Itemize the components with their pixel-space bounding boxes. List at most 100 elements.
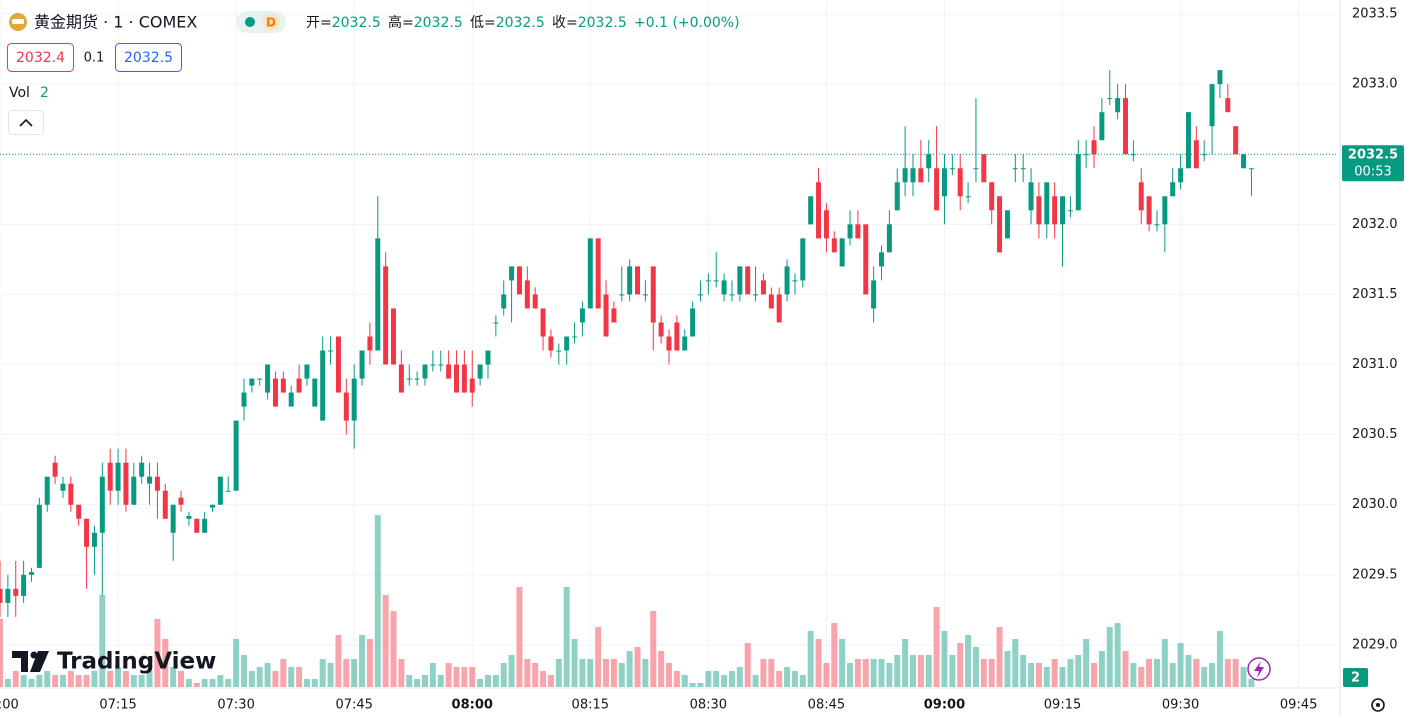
- volume-bar: [453, 667, 460, 687]
- candle-body: [1115, 98, 1121, 113]
- candle-body: [989, 182, 995, 211]
- collapse-chevron: [19, 118, 33, 127]
- volume-bar: [1161, 639, 1168, 687]
- candle-body: [1020, 168, 1026, 170]
- candle-body: [548, 336, 554, 351]
- ohlc-label: 收=: [552, 15, 578, 31]
- candle-body: [1122, 98, 1128, 155]
- candle-body: [351, 378, 357, 421]
- candle-body: [343, 392, 349, 421]
- volume-bar: [862, 659, 869, 687]
- volume-bar: [532, 663, 539, 687]
- candle-body: [1193, 140, 1199, 169]
- candle-body: [1178, 168, 1184, 183]
- volume-bar: [484, 675, 491, 687]
- volume-bar: [807, 631, 814, 687]
- volume-bar: [965, 635, 972, 687]
- y-tick-label: 2033.5: [1352, 7, 1398, 22]
- candle-body: [1044, 182, 1050, 225]
- candle-body: [139, 462, 145, 477]
- volume-bar: [75, 675, 82, 687]
- volume-bar: [1028, 663, 1035, 687]
- candle-body: [375, 238, 381, 351]
- candle-body: [461, 364, 467, 393]
- volume-bar: [980, 659, 987, 687]
- y-tick-label: 2032.0: [1352, 217, 1398, 232]
- candle-body: [383, 266, 389, 365]
- volume-bar: [374, 515, 381, 687]
- bid-box[interactable]: [7, 43, 74, 72]
- candle-body: [186, 515, 192, 519]
- candle-body: [36, 504, 42, 568]
- candle-body: [91, 532, 97, 547]
- volume-bar: [429, 663, 436, 687]
- candle-body: [650, 266, 656, 323]
- candle-body: [52, 462, 58, 477]
- volume-bar: [697, 683, 704, 687]
- volume-bar: [642, 659, 649, 687]
- volume-bar: [52, 675, 59, 687]
- candle-body: [28, 572, 34, 575]
- volume-bar: [201, 679, 208, 687]
- candle-body: [0, 588, 3, 603]
- volume-bar: [264, 663, 271, 687]
- volume-bar: [508, 655, 515, 687]
- volume-bar: [540, 671, 547, 687]
- ohlc-item: 开=2032.5: [306, 15, 381, 31]
- y-tick-label: 2030.5: [1352, 427, 1398, 442]
- volume-bar: [20, 675, 27, 687]
- settings-button[interactable]: [1371, 698, 1385, 712]
- candle-body: [115, 462, 121, 491]
- volume-bar: [154, 619, 161, 687]
- volume-bar: [492, 675, 499, 687]
- volume-axis-label: 2: [1351, 671, 1360, 686]
- volume-bar: [689, 683, 696, 687]
- ohlc-item: 低=2032.5: [470, 15, 545, 31]
- volume-bar: [1098, 651, 1105, 687]
- candle-body: [131, 476, 137, 505]
- candle-body: [13, 588, 19, 596]
- volume-bar: [972, 647, 979, 687]
- ohlc-value: 2032.5: [578, 15, 627, 31]
- candle-body: [1052, 196, 1058, 225]
- candle-body: [249, 378, 255, 386]
- symbol-title[interactable]: 黄金期货 · 1 · COMEX: [34, 13, 197, 32]
- candle-body: [941, 168, 947, 197]
- candle-body: [312, 378, 318, 407]
- volume-bar: [823, 663, 830, 687]
- volume-bar: [1201, 667, 1208, 687]
- candle-body: [210, 504, 216, 508]
- volume-bar: [256, 667, 263, 687]
- volume-bar: [233, 639, 240, 687]
- candle-body: [233, 420, 239, 491]
- candle-body: [902, 168, 908, 183]
- volume-bar: [1193, 659, 1200, 687]
- ask-box[interactable]: [115, 43, 182, 72]
- candle-body: [320, 350, 326, 421]
- candle-body: [1067, 210, 1073, 212]
- ohlc-value: 2032.5: [414, 15, 463, 31]
- candle-body: [469, 378, 475, 393]
- candle-body: [784, 266, 790, 295]
- volume-bar: [1043, 667, 1050, 687]
- volume-bar: [461, 667, 468, 687]
- volume-bar: [327, 663, 334, 687]
- collapse-button[interactable]: [8, 110, 44, 135]
- candle-body: [280, 378, 286, 393]
- ask-price: 2032.5: [124, 50, 173, 66]
- candle-body: [808, 196, 814, 225]
- volume-bar: [721, 675, 728, 687]
- candle-body: [335, 336, 341, 393]
- volume-bar: [516, 587, 523, 687]
- logo-dot: [30, 651, 38, 659]
- logo-slash: [30, 651, 49, 672]
- volume-bar: [115, 667, 122, 687]
- candle-body: [642, 294, 648, 296]
- candle-body: [926, 154, 932, 169]
- candle-body: [99, 476, 105, 533]
- candle-body: [1217, 70, 1223, 85]
- countdown: 00:53: [1354, 165, 1391, 180]
- candle-body: [1099, 112, 1105, 141]
- volume-bar: [610, 659, 617, 687]
